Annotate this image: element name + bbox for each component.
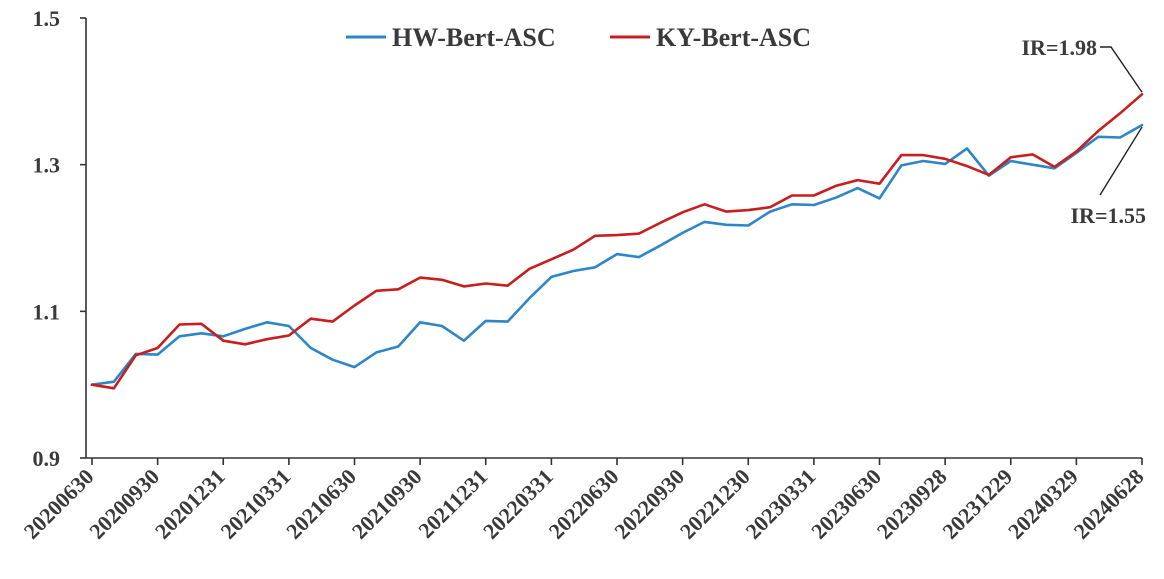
x-tick-label: 20230331	[741, 464, 821, 544]
y-tick-label: 0.9	[33, 446, 61, 471]
x-tick-label: 20211231	[413, 464, 492, 543]
tick-labels: 0.91.11.31.52020063020200930202012312021…	[19, 6, 1149, 544]
annotations: IR=1.98 IR=1.55	[1022, 35, 1147, 228]
x-tick-label: 20230928	[872, 464, 952, 544]
x-tick-label: 20230630	[806, 464, 886, 544]
x-tick-label: 20221230	[675, 464, 755, 544]
x-tick-label: 20210930	[347, 464, 427, 544]
annotation-label: IR=1.98	[1022, 35, 1098, 60]
annotation-label: IR=1.55	[1071, 203, 1147, 228]
y-tick-label: 1.3	[33, 153, 61, 178]
x-tick-label: 20231229	[937, 464, 1017, 544]
legend: HW-Bert-ASC KY-Bert-ASC	[346, 23, 811, 52]
x-tick-label: 20240628	[1069, 464, 1149, 544]
x-tick-label: 20240329	[1003, 464, 1083, 544]
y-tick-label: 1.5	[33, 6, 61, 31]
x-tick-label: 20210331	[216, 464, 296, 544]
legend-label: KY-Bert-ASC	[656, 23, 811, 52]
legend-label: HW-Bert-ASC	[392, 23, 556, 52]
x-tick-label: 20220930	[609, 464, 689, 544]
annotation-leader	[1099, 126, 1143, 196]
series-line-2	[90, 93, 1144, 390]
y-tick-label: 1.1	[33, 299, 61, 324]
annotation-leader	[1100, 46, 1143, 93]
x-tick-label: 20220331	[478, 464, 558, 544]
series-lines	[90, 93, 1144, 390]
axes	[80, 17, 1143, 465]
x-tick-label: 20200630	[19, 464, 99, 544]
x-tick-label: 20210630	[281, 464, 361, 544]
series-line-1	[90, 123, 1144, 387]
x-tick-label: 20200930	[84, 464, 164, 544]
x-tick-label: 20201231	[150, 464, 230, 544]
x-tick-label: 20220630	[544, 464, 624, 544]
